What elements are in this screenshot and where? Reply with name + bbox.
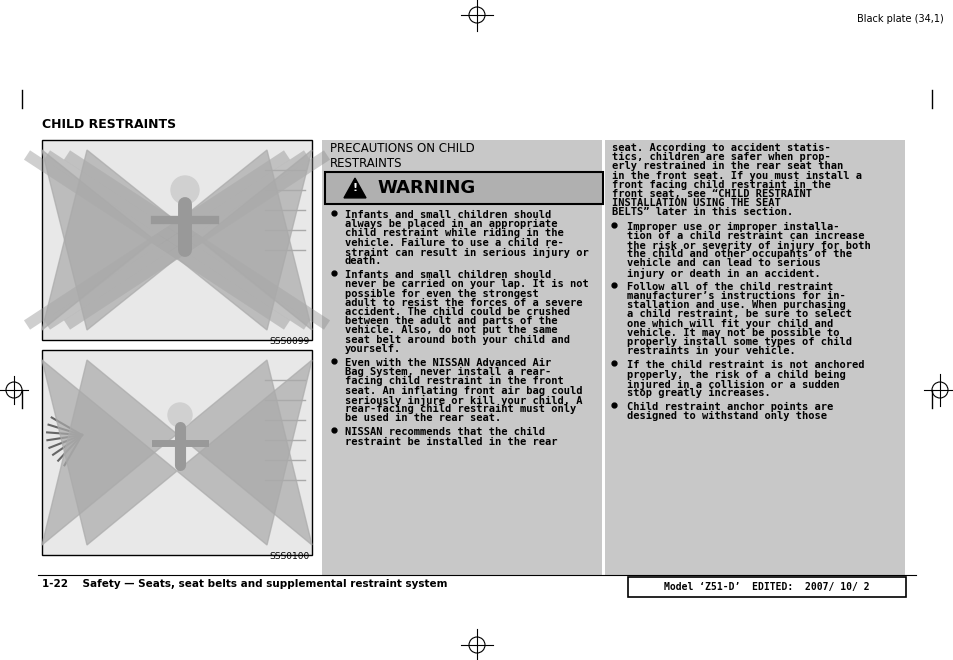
Text: PRECAUTIONS ON CHILD: PRECAUTIONS ON CHILD xyxy=(330,142,475,155)
Bar xyxy=(42,140,312,340)
Text: be used in the rear seat.: be used in the rear seat. xyxy=(345,413,500,423)
Text: vehicle. Also, do not put the same: vehicle. Also, do not put the same xyxy=(345,325,557,335)
Text: Child restraint anchor points are: Child restraint anchor points are xyxy=(626,402,832,412)
Text: Infants and small children should: Infants and small children should xyxy=(345,270,551,280)
Text: Infants and small children should: Infants and small children should xyxy=(345,210,551,220)
Text: child restraint while riding in the: child restraint while riding in the xyxy=(345,228,563,238)
Polygon shape xyxy=(42,150,312,330)
Text: never be carried on your lap. It is not: never be carried on your lap. It is not xyxy=(345,279,588,290)
Bar xyxy=(322,140,601,575)
Text: injured in a collision or a sudden: injured in a collision or a sudden xyxy=(626,379,839,390)
Text: CHILD RESTRAINTS: CHILD RESTRAINTS xyxy=(42,118,176,131)
Text: erly restrained in the rear seat than: erly restrained in the rear seat than xyxy=(612,162,842,172)
Text: stallation and use. When purchasing: stallation and use. When purchasing xyxy=(626,300,845,310)
Text: Even with the NISSAN Advanced Air: Even with the NISSAN Advanced Air xyxy=(345,358,551,368)
Bar xyxy=(325,172,602,204)
Text: SSS0100: SSS0100 xyxy=(270,552,310,561)
Text: facing child restraint in the front: facing child restraint in the front xyxy=(345,376,563,387)
Text: the risk or severity of injury for both: the risk or severity of injury for both xyxy=(626,240,870,251)
Text: accident. The child could be crushed: accident. The child could be crushed xyxy=(345,307,569,317)
Polygon shape xyxy=(42,150,312,330)
Text: INSTALLATION USING THE SEAT: INSTALLATION USING THE SEAT xyxy=(612,198,780,208)
Text: front facing child restraint in the: front facing child restraint in the xyxy=(612,180,830,190)
Text: If the child restraint is not anchored: If the child restraint is not anchored xyxy=(626,360,863,370)
Bar xyxy=(604,140,904,575)
Text: injury or death in an accident.: injury or death in an accident. xyxy=(626,267,820,279)
Text: in the front seat. If you must install a: in the front seat. If you must install a xyxy=(612,170,862,181)
Text: between the adult and parts of the: between the adult and parts of the xyxy=(345,316,557,326)
Text: adult to resist the forces of a severe: adult to resist the forces of a severe xyxy=(345,298,582,308)
Text: tion of a child restraint can increase: tion of a child restraint can increase xyxy=(626,231,863,241)
Text: seat belt around both your child and: seat belt around both your child and xyxy=(345,335,569,345)
Text: the child and other occupants of the: the child and other occupants of the xyxy=(626,249,851,259)
Text: stop greatly increases.: stop greatly increases. xyxy=(626,388,770,398)
Text: Bag System, never install a rear-: Bag System, never install a rear- xyxy=(345,367,551,378)
Text: restraints in your vehicle.: restraints in your vehicle. xyxy=(626,346,795,356)
Text: vehicle. Failure to use a child re-: vehicle. Failure to use a child re- xyxy=(345,238,563,248)
Text: seat. An inflating front air bag could: seat. An inflating front air bag could xyxy=(345,385,582,395)
Text: vehicle. It may not be possible to: vehicle. It may not be possible to xyxy=(626,328,839,338)
Text: tics, children are safer when prop-: tics, children are safer when prop- xyxy=(612,152,830,162)
Text: always be placed in an appropriate: always be placed in an appropriate xyxy=(345,219,557,229)
Text: properly install some types of child: properly install some types of child xyxy=(626,337,851,347)
Polygon shape xyxy=(42,360,312,545)
Text: properly, the risk of a child being: properly, the risk of a child being xyxy=(626,370,845,379)
Text: front seat, see “CHILD RESTRAINT: front seat, see “CHILD RESTRAINT xyxy=(612,189,811,199)
Text: WARNING: WARNING xyxy=(376,179,475,197)
Text: !: ! xyxy=(352,183,357,193)
Text: BELTS” later in this section.: BELTS” later in this section. xyxy=(612,207,792,217)
Text: a child restraint, be sure to select: a child restraint, be sure to select xyxy=(626,310,851,319)
Text: vehicle and can lead to serious: vehicle and can lead to serious xyxy=(626,259,820,269)
Text: Improper use or improper installa-: Improper use or improper installa- xyxy=(626,222,839,232)
Text: 1-22    Safety — Seats, seat belts and supplemental restraint system: 1-22 Safety — Seats, seat belts and supp… xyxy=(42,579,447,589)
Text: straint can result in serious injury or: straint can result in serious injury or xyxy=(345,247,588,258)
Text: manufacturer’s instructions for in-: manufacturer’s instructions for in- xyxy=(626,291,845,301)
Text: death.: death. xyxy=(345,256,382,266)
Text: rear-facing child restraint must only: rear-facing child restraint must only xyxy=(345,404,576,414)
Text: restraint be installed in the rear: restraint be installed in the rear xyxy=(345,437,557,447)
Text: yourself.: yourself. xyxy=(345,344,401,354)
Text: Follow all of the child restraint: Follow all of the child restraint xyxy=(626,282,832,292)
Text: RESTRAINTS: RESTRAINTS xyxy=(330,157,402,170)
Circle shape xyxy=(168,403,192,427)
Circle shape xyxy=(171,176,199,204)
Text: NISSAN recommends that the child: NISSAN recommends that the child xyxy=(345,428,544,438)
Polygon shape xyxy=(42,360,312,545)
Text: Black plate (34,1): Black plate (34,1) xyxy=(856,14,943,24)
Bar xyxy=(42,350,312,555)
Text: possible for even the strongest: possible for even the strongest xyxy=(345,288,538,298)
Text: SSS0099: SSS0099 xyxy=(270,337,310,346)
Text: Model ‘Z51-D’  EDITED:  2007/ 10/ 2: Model ‘Z51-D’ EDITED: 2007/ 10/ 2 xyxy=(663,582,869,592)
Text: seriously injure or kill your child. A: seriously injure or kill your child. A xyxy=(345,395,582,406)
Text: designed to withstand only those: designed to withstand only those xyxy=(626,411,826,422)
Bar xyxy=(627,577,905,597)
Text: seat. According to accident statis-: seat. According to accident statis- xyxy=(612,143,830,153)
Polygon shape xyxy=(344,178,366,198)
Text: one which will fit your child and: one which will fit your child and xyxy=(626,319,832,329)
